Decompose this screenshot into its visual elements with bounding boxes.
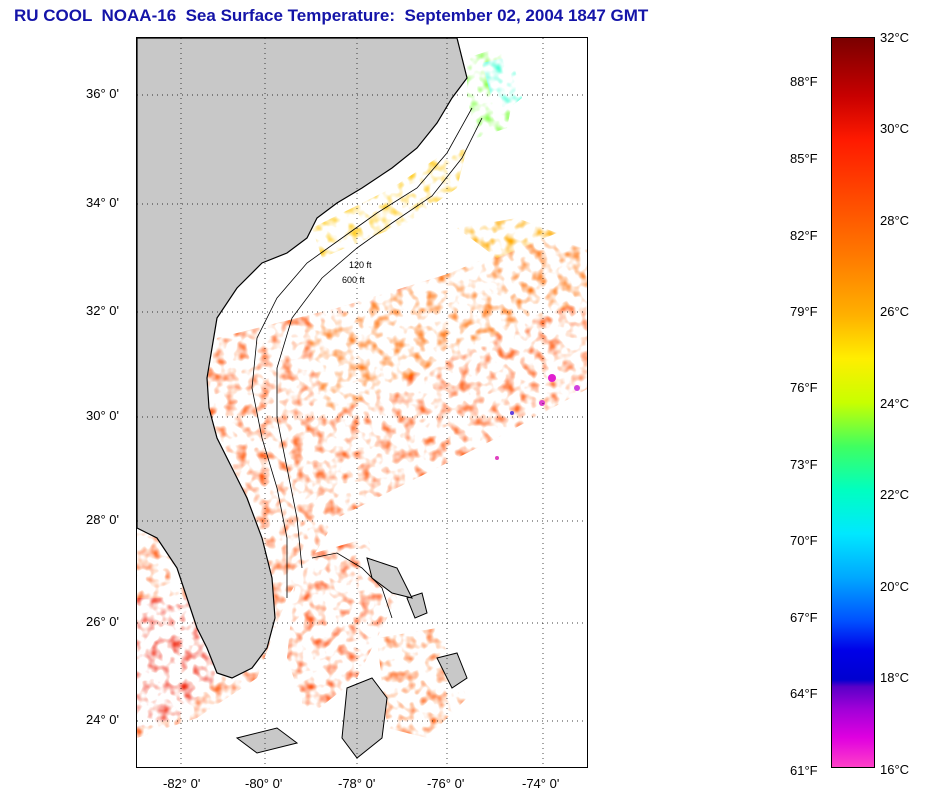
c-label-16: 16°C bbox=[880, 762, 910, 777]
map-canvas: 120 ft 600 ft bbox=[137, 38, 587, 767]
c-label-20: 20°C bbox=[880, 579, 910, 594]
lat-label-30: 30° 0' bbox=[86, 408, 119, 423]
lat-label-36: 36° 0' bbox=[86, 86, 119, 101]
isobath-label-600: 600 ft bbox=[342, 275, 365, 285]
f-label-61: 61°F bbox=[790, 763, 818, 778]
lat-label-34: 34° 0' bbox=[86, 195, 119, 210]
c-label-32: 32°C bbox=[880, 30, 910, 45]
c-label-18: 18°C bbox=[880, 670, 910, 685]
f-label-85: 85°F bbox=[790, 151, 818, 166]
lon-label-82: -82° 0' bbox=[163, 776, 201, 791]
c-label-28: 28°C bbox=[880, 213, 910, 228]
isobaths bbox=[251, 107, 483, 619]
lat-label-26: 26° 0' bbox=[86, 614, 119, 629]
c-label-30: 30°C bbox=[880, 121, 910, 136]
c-label-26: 26°C bbox=[880, 304, 910, 319]
nearshore-band bbox=[312, 48, 522, 258]
lon-label-80: -80° 0' bbox=[245, 776, 283, 791]
f-label-67: 67°F bbox=[790, 610, 818, 625]
land-mass bbox=[137, 38, 468, 679]
f-label-88: 88°F bbox=[790, 74, 818, 89]
temperature-colorbar bbox=[831, 37, 875, 768]
f-label-79: 79°F bbox=[790, 304, 818, 319]
c-label-24: 24°C bbox=[880, 396, 910, 411]
f-label-70: 70°F bbox=[790, 533, 818, 548]
lon-label-74: -74° 0' bbox=[522, 776, 560, 791]
cool-specks bbox=[495, 374, 580, 460]
lat-label-24: 24° 0' bbox=[86, 712, 119, 727]
f-label-82: 82°F bbox=[790, 228, 818, 243]
f-label-73: 73°F bbox=[790, 457, 818, 472]
f-label-76: 76°F bbox=[790, 380, 818, 395]
chart-title: RU COOL NOAA-16 Sea Surface Temperature:… bbox=[14, 6, 649, 25]
sst-map: 120 ft 600 ft bbox=[136, 37, 588, 768]
lat-label-28: 28° 0' bbox=[86, 512, 119, 527]
lon-label-78: -78° 0' bbox=[338, 776, 376, 791]
lon-label-76: -76° 0' bbox=[427, 776, 465, 791]
bahamas bbox=[235, 557, 468, 759]
graticule bbox=[137, 38, 587, 767]
isobath-label-120: 120 ft bbox=[349, 260, 372, 270]
lat-label-32: 32° 0' bbox=[86, 303, 119, 318]
c-label-22: 22°C bbox=[880, 487, 910, 502]
f-label-64: 64°F bbox=[790, 686, 818, 701]
